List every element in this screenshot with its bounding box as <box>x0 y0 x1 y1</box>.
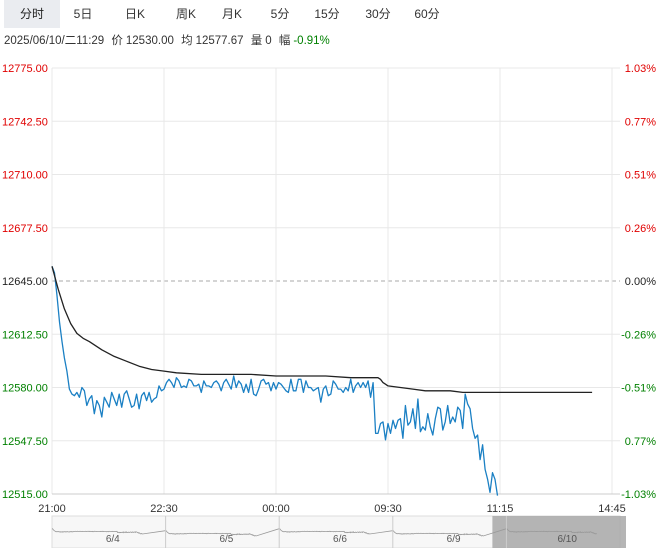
y-tick-label: 12612.50 <box>2 329 48 341</box>
y-tick-label: 12547.50 <box>2 436 48 448</box>
y-tick-label: 12710.00 <box>2 170 48 182</box>
price-line <box>51 266 499 496</box>
tab-5-day[interactable]: 5日 <box>73 7 93 21</box>
x-tick-label: 00:00 <box>262 503 290 515</box>
tab-monthly-k[interactable]: 月K <box>221 7 242 21</box>
average-label: 均 <box>181 35 193 47</box>
x-tick-label: 21:00 <box>38 503 66 515</box>
pct-tick-label: 1.03% <box>625 63 656 75</box>
pct-tick-label: -0.26% <box>621 329 656 341</box>
tab-intraday[interactable]: 分时 <box>4 0 60 28</box>
navigator-date-label: 6/10 <box>557 534 577 545</box>
volume-value: 0 <box>265 35 272 47</box>
tab-15-min[interactable]: 15分 <box>314 7 340 21</box>
change-value: -0.91% <box>293 35 330 47</box>
x-tick-label: 14:45 <box>598 503 626 515</box>
average-value: 12577.67 <box>195 35 244 47</box>
y-tick-label: 12775.00 <box>2 63 48 75</box>
tab-weekly-k[interactable]: 周K <box>175 7 196 21</box>
quote-datetime: 2025/06/10/二11:29 <box>4 35 105 47</box>
navigator-overview-line <box>51 528 598 537</box>
tab-5-min[interactable]: 5分 <box>270 7 290 21</box>
y-tick-label: 12515.00 <box>2 489 48 501</box>
pct-tick-label: -1.03% <box>621 489 656 501</box>
pct-tick-label: 0.77% <box>625 116 656 128</box>
pct-tick-label: 0.51% <box>625 170 656 182</box>
y-tick-label: 12580.00 <box>2 383 48 395</box>
x-tick-label: 09:30 <box>374 503 402 515</box>
x-tick-label: 22:30 <box>150 503 178 515</box>
pct-tick-label: -0.51% <box>621 383 656 395</box>
change-label: 幅 <box>278 35 291 47</box>
price-value: 12530.00 <box>125 35 174 47</box>
pct-tick-label: 0.77% <box>625 436 656 448</box>
average-line <box>51 266 593 394</box>
navigator-date-label: 6/6 <box>333 534 347 545</box>
navigator-date-label: 6/9 <box>447 534 461 545</box>
tab-60-min[interactable]: 60分 <box>414 7 440 21</box>
navigator-date-label: 6/5 <box>219 534 233 545</box>
y-tick-label: 12645.00 <box>2 276 48 288</box>
navigator-date-label: 6/4 <box>106 534 120 545</box>
volume-label: 量 <box>250 35 263 47</box>
period-tab-bar: 分时 5日 日K 周K 月K 5分 15分 30分 60分 <box>0 0 660 28</box>
pct-tick-label: 0.26% <box>625 223 656 235</box>
tab-30-min[interactable]: 30分 <box>365 7 391 21</box>
y-tick-label: 12742.50 <box>2 116 48 128</box>
pct-tick-label: 0.00% <box>625 276 656 288</box>
y-tick-label: 12677.50 <box>2 223 48 235</box>
price-label: 价 <box>111 35 123 47</box>
x-tick-label: 11:15 <box>487 503 514 515</box>
tab-daily-k[interactable]: 日K <box>124 7 145 21</box>
